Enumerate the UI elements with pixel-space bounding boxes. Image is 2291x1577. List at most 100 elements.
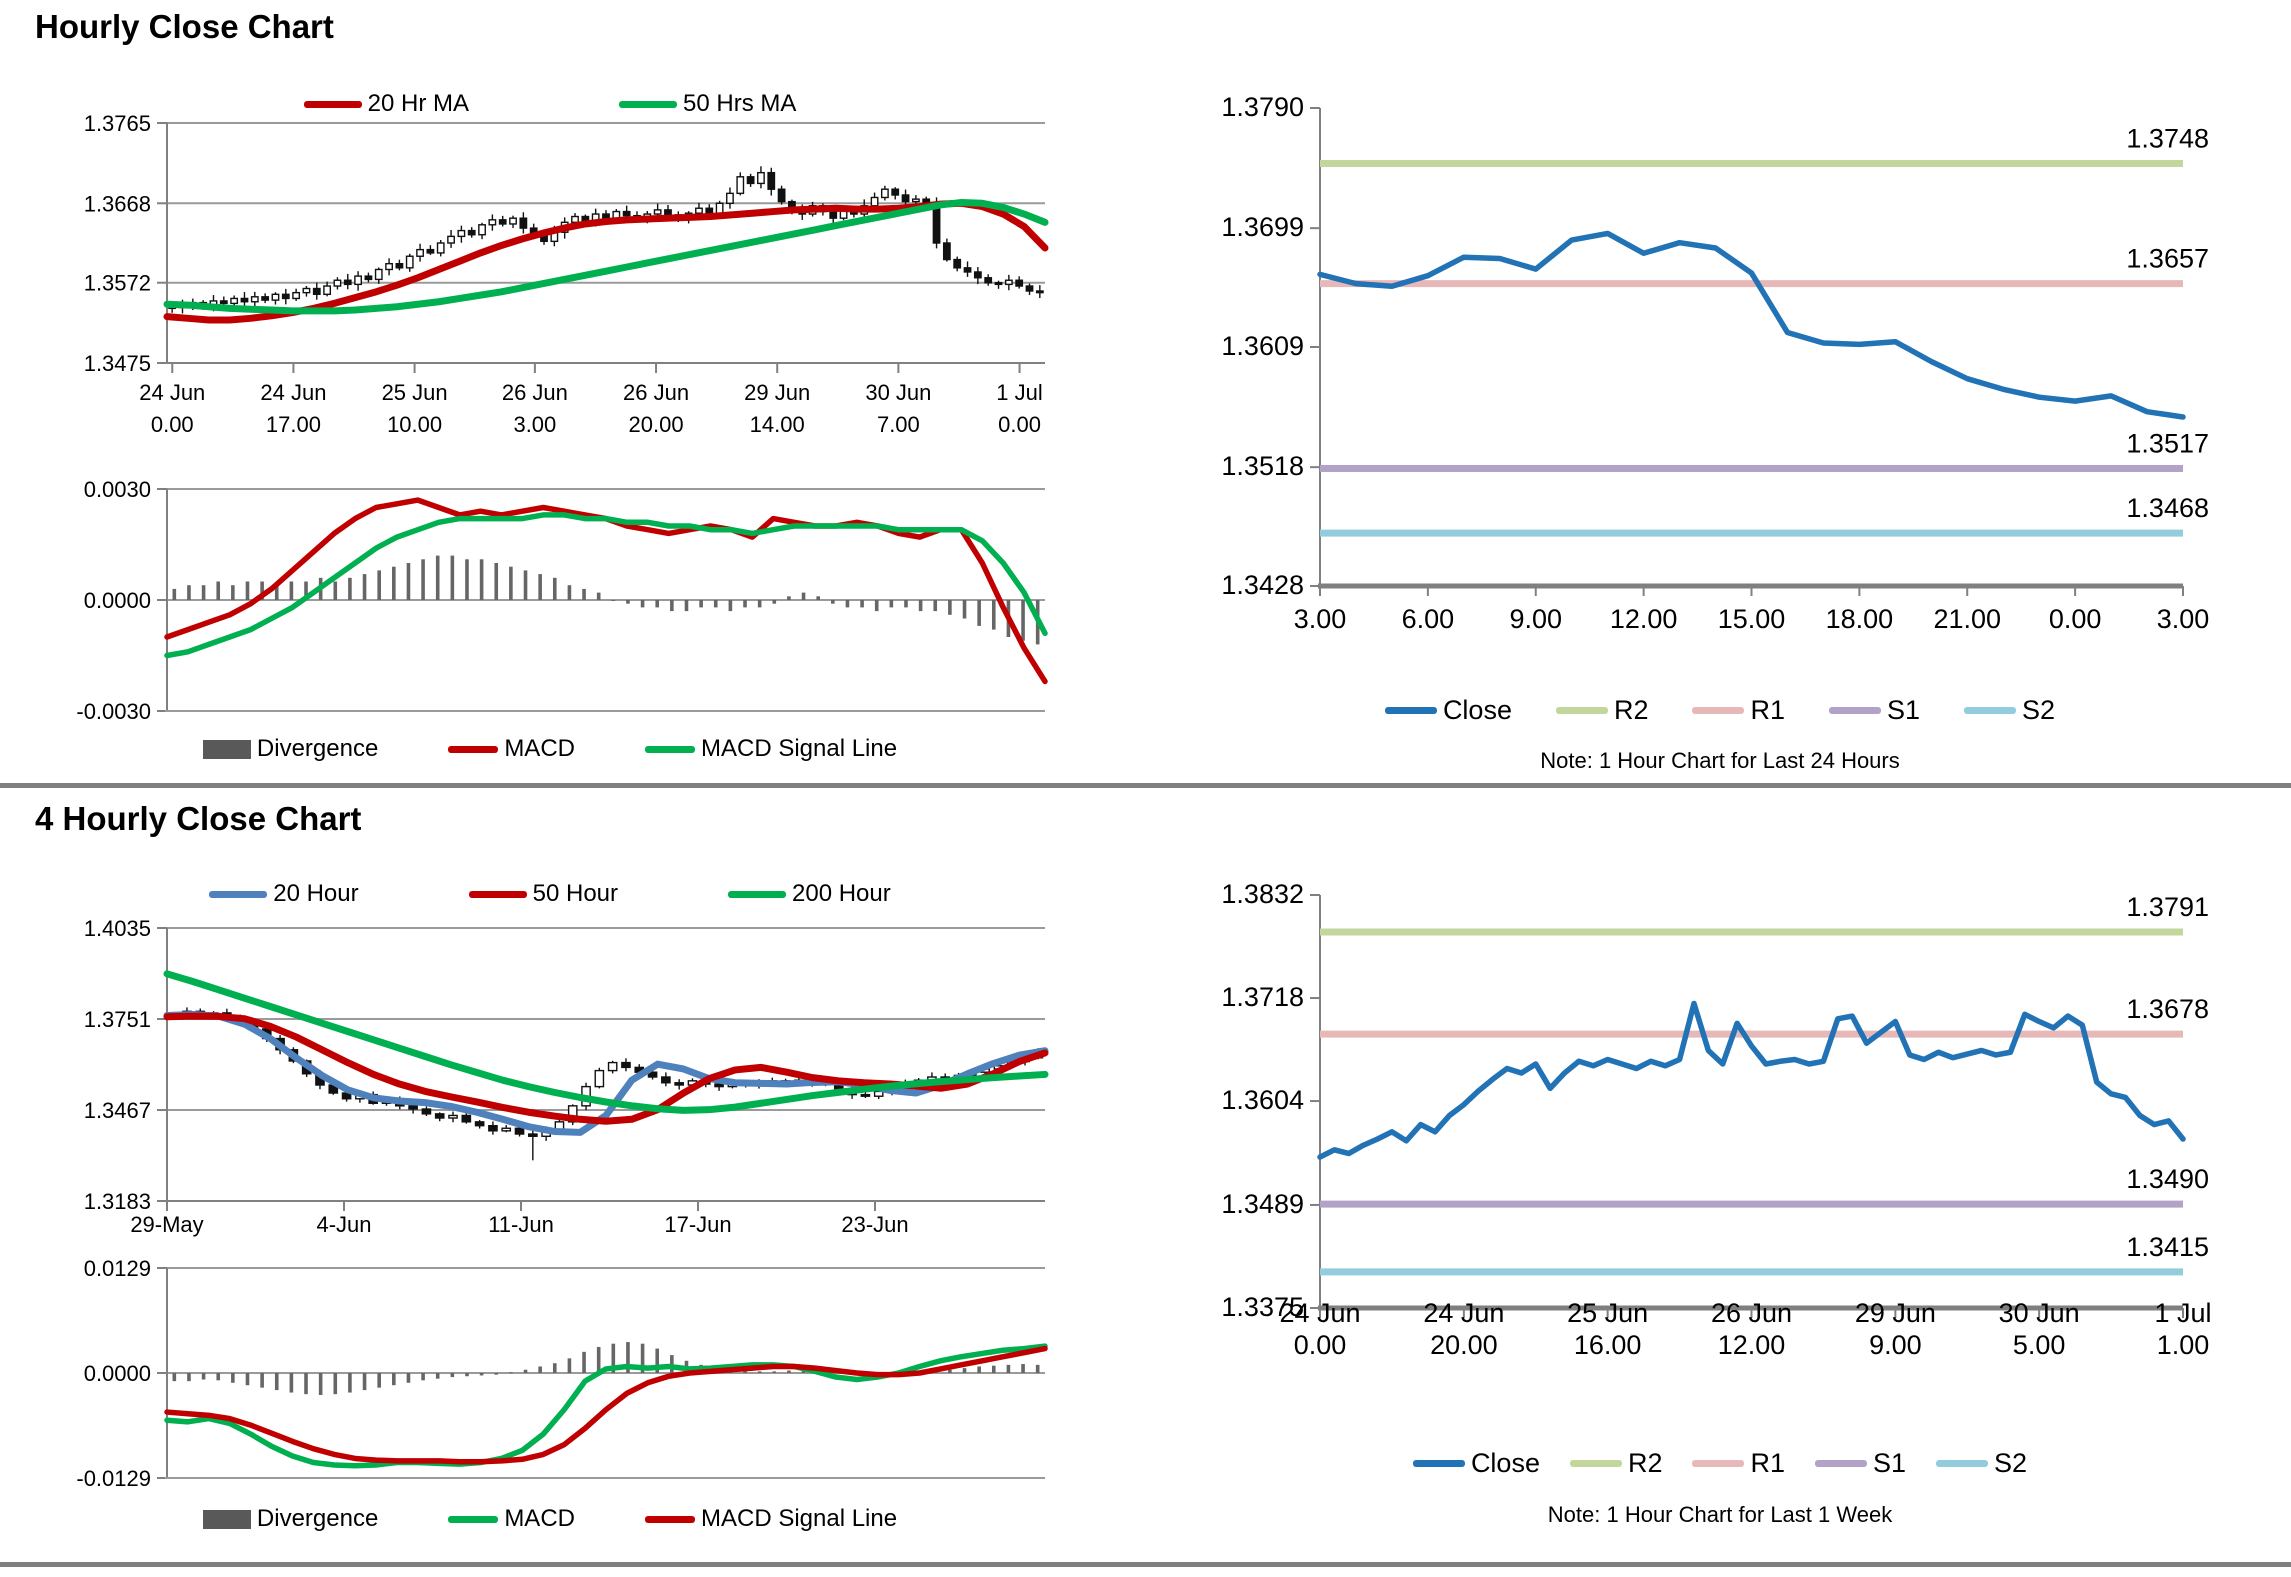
svg-text:1.3765: 1.3765 xyxy=(84,111,151,136)
legend-item-s1: S1 xyxy=(1815,1448,1906,1479)
50hour-line-icon xyxy=(468,890,527,898)
section-divider xyxy=(0,783,2291,788)
svg-text:3.00: 3.00 xyxy=(513,412,556,437)
svg-text:6.00: 6.00 xyxy=(1402,604,1455,634)
svg-text:20.00: 20.00 xyxy=(629,412,684,437)
macd-signal-line-icon xyxy=(644,1515,695,1523)
close-line-icon xyxy=(1384,707,1437,714)
legend-label: 200 Hour xyxy=(792,880,891,907)
four-hourly-candlestick-chart: 1.3183 1.3467 1.3751 1.4035 29-May 4-Jun 11-Ju… xyxy=(84,916,1049,1237)
svg-text:24 Jun: 24 Jun xyxy=(1279,1298,1360,1328)
hourly-macd-legend: Divergence MACD MACD Signal Line xyxy=(20,735,1080,763)
svg-text:1 Jul: 1 Jul xyxy=(996,380,1042,405)
hourly-candlestick-chart: 1.3475 1.3572 1.3668 1.3765 24 Jun 0.00 24 Jun… xyxy=(84,111,1049,437)
svg-text:1.3490: 1.3490 xyxy=(2126,1164,2209,1194)
svg-text:3.00: 3.00 xyxy=(1294,604,1347,634)
svg-text:9.00: 9.00 xyxy=(1869,1330,1922,1360)
legend-label: MACD xyxy=(504,735,575,762)
pivot-week-note: Note: 1 Hour Chart for Last 1 Week xyxy=(1547,1502,1893,1527)
svg-text:1.3832: 1.3832 xyxy=(1221,879,1304,909)
legend-item-s1: S1 xyxy=(1829,695,1920,726)
divergence-bar-icon xyxy=(202,739,251,759)
legend-label: R2 xyxy=(1627,1448,1663,1478)
legend-item-r2: R2 xyxy=(1569,1448,1663,1479)
svg-text:16.00: 16.00 xyxy=(1574,1330,1642,1360)
svg-text:24 Jun: 24 Jun xyxy=(1423,1298,1504,1328)
legend-item-50hrs-ma: 50 Hrs MA xyxy=(619,90,796,118)
svg-text:1.3475: 1.3475 xyxy=(84,351,151,376)
s2-line-icon xyxy=(1936,1460,1989,1467)
svg-text:1.3751: 1.3751 xyxy=(84,1007,151,1032)
bottom-divider xyxy=(0,1562,2291,1567)
legend-item-s2: S2 xyxy=(1964,695,2055,726)
legend-label: 20 Hr MA xyxy=(367,90,469,117)
svg-text:0.00: 0.00 xyxy=(1294,1330,1347,1360)
svg-text:30 Jun: 30 Jun xyxy=(865,380,931,405)
svg-text:17.00: 17.00 xyxy=(266,412,321,437)
svg-text:1.3572: 1.3572 xyxy=(84,271,151,296)
svg-text:1.3518: 1.3518 xyxy=(1221,451,1304,481)
legend-label: S1 xyxy=(1887,695,1921,725)
legend-label: S1 xyxy=(1873,1448,1907,1478)
legend-item-macd-signal: MACD Signal Line xyxy=(644,1505,898,1533)
legend-item-r1: R1 xyxy=(1692,1448,1785,1479)
legend-label: MACD xyxy=(504,1505,575,1532)
legend-label: Divergence xyxy=(256,1505,379,1532)
legend-item-50hour: 50 Hour xyxy=(468,880,619,908)
svg-text:26 Jun: 26 Jun xyxy=(502,380,568,405)
svg-text:26 Jun: 26 Jun xyxy=(623,380,689,405)
svg-text:1.3183: 1.3183 xyxy=(84,1189,151,1214)
svg-text:1.3604: 1.3604 xyxy=(1221,1085,1304,1115)
svg-text:21.00: 21.00 xyxy=(1933,604,2001,634)
legend-label: R2 xyxy=(1613,695,1649,725)
svg-text:12.00: 12.00 xyxy=(1610,604,1678,634)
svg-text:1.3718: 1.3718 xyxy=(1221,982,1304,1012)
legend-label: R1 xyxy=(1750,695,1785,725)
legend-item-s2: S2 xyxy=(1936,1448,2027,1479)
svg-text:5.00: 5.00 xyxy=(2013,1330,2066,1360)
svg-text:26 Jun: 26 Jun xyxy=(1711,1298,1792,1328)
legend-item-200hour: 200 Hour xyxy=(728,880,891,908)
svg-text:0.0129: 0.0129 xyxy=(84,1256,151,1281)
legend-label: S2 xyxy=(2022,695,2056,725)
svg-text:0.00: 0.00 xyxy=(151,412,194,437)
legend-label: Divergence xyxy=(256,735,379,762)
legend-item-divergence: Divergence xyxy=(202,735,379,763)
svg-text:29 Jun: 29 Jun xyxy=(744,380,810,405)
svg-text:1.3415: 1.3415 xyxy=(2126,1232,2209,1262)
svg-text:1.3790: 1.3790 xyxy=(1221,92,1304,122)
svg-text:17-Jun: 17-Jun xyxy=(664,1212,731,1237)
four-hourly-candle-legend: 20 Hour 50 Hour 200 Hour xyxy=(20,880,1080,908)
legend-item-macd-signal: MACD Signal Line xyxy=(644,735,897,763)
macd-line-icon xyxy=(448,1515,499,1523)
svg-text:23-Jun: 23-Jun xyxy=(841,1212,908,1237)
svg-text:-0.0030: -0.0030 xyxy=(76,699,151,724)
svg-text:1.3657: 1.3657 xyxy=(2126,244,2209,274)
r1-line-icon xyxy=(1692,707,1745,714)
hourly-macd-chart: -0.0030 0.0000 0.0030 xyxy=(76,477,1048,724)
legend-item-macd: MACD xyxy=(448,735,575,763)
legend-label: 50 Hrs MA xyxy=(683,90,797,117)
pivot-24h-note: Note: 1 Hour Chart for Last 24 Hours xyxy=(1540,748,1900,773)
four-hourly-macd-chart: -0.0129 0.0000 0.0129 xyxy=(76,1256,1048,1490)
svg-text:1.3517: 1.3517 xyxy=(2126,428,2209,458)
legend-label: 50 Hour xyxy=(532,880,619,907)
hourly-candle-legend: 20 Hr MA 50 Hrs MA xyxy=(20,90,1080,118)
svg-text:1.3467: 1.3467 xyxy=(84,1098,151,1123)
hourly-section-title: Hourly Close Chart xyxy=(35,8,334,45)
legend-label: Close xyxy=(1442,695,1512,725)
legend-label: MACD Signal Line xyxy=(700,1505,898,1532)
svg-text:18.00: 18.00 xyxy=(1826,604,1894,634)
four-hourly-section-title: 4 Hourly Close Chart xyxy=(35,800,362,837)
svg-text:1.4035: 1.4035 xyxy=(84,916,151,941)
svg-text:1.3375: 1.3375 xyxy=(1221,1292,1304,1322)
legend-item-macd: MACD xyxy=(448,1505,575,1533)
svg-text:1 Jul: 1 Jul xyxy=(2154,1298,2211,1328)
svg-text:24 Jun: 24 Jun xyxy=(139,380,205,405)
svg-text:1.3678: 1.3678 xyxy=(2126,994,2209,1024)
svg-text:1.3609: 1.3609 xyxy=(1221,331,1304,361)
svg-text:20.00: 20.00 xyxy=(1430,1330,1498,1360)
svg-text:14.00: 14.00 xyxy=(750,412,805,437)
